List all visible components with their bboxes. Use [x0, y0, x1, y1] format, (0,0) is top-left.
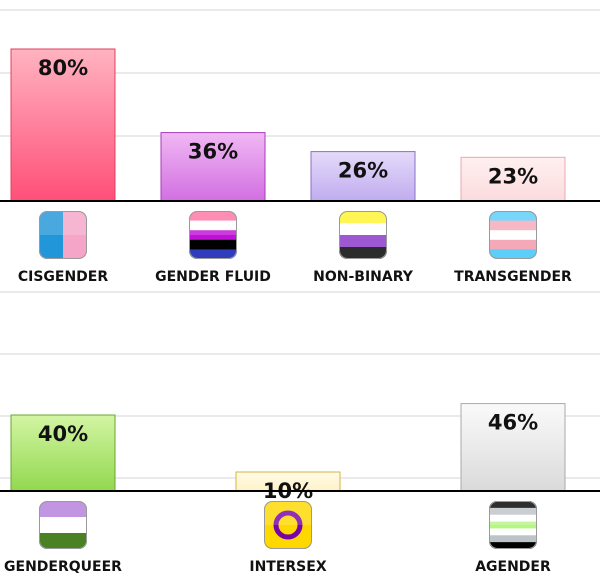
bar-cisgender: [10, 48, 116, 202]
category-label: NON-BINARY: [313, 269, 414, 285]
category-label: GENDERQUEER: [4, 559, 122, 575]
transgender-flag-icon: [489, 211, 537, 259]
genderqueer-flag-icon: [39, 501, 87, 549]
data-label: 36%: [188, 140, 238, 164]
category-label: AGENDER: [475, 559, 551, 575]
cisgender-flag-icon: [39, 211, 87, 259]
intersex-flag-icon: [264, 501, 312, 549]
agender-flag-icon: [489, 501, 537, 549]
data-label: 80%: [38, 56, 88, 80]
data-label: 46%: [488, 411, 538, 435]
category-label: GENDER FLUID: [155, 269, 271, 285]
data-label: 26%: [338, 159, 388, 183]
bar-gender-fluid: [160, 132, 266, 202]
bar-transgender: [460, 156, 566, 202]
data-label: 40%: [38, 422, 88, 446]
nonbinary-flag-icon: [339, 211, 387, 259]
category-label: INTERSEX: [249, 559, 326, 575]
bar-non-binary: [310, 151, 416, 202]
bar-agender: [460, 403, 566, 492]
category-label: CISGENDER: [18, 269, 109, 285]
category-label: TRANSGENDER: [454, 269, 572, 285]
data-label: 23%: [488, 164, 538, 188]
genderfluid-flag-icon: [189, 211, 237, 259]
